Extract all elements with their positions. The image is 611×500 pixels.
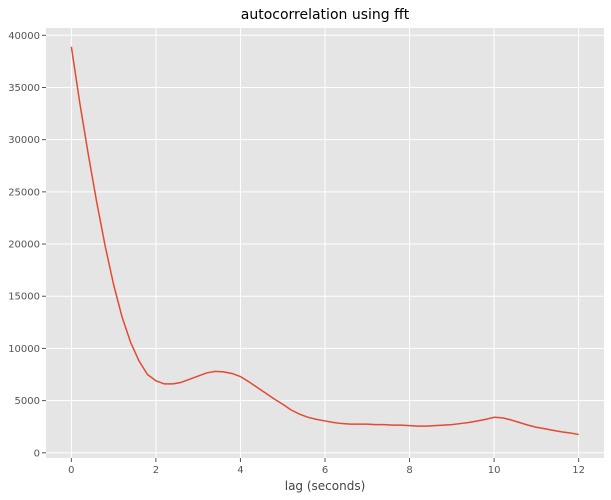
y-tick-label: 0 [34, 448, 40, 459]
x-tick-label: 8 [406, 465, 412, 476]
y-tick-label: 40000 [8, 31, 40, 42]
y-tick-label: 35000 [8, 83, 40, 94]
y-tick-label: 25000 [8, 187, 40, 198]
x-tick-label: 12 [572, 465, 585, 476]
x-axis-label: lag (seconds) [285, 479, 366, 493]
y-axis-ticks: 0 5000 10000 15000 20000 25000 30000 35000 40000 [8, 31, 46, 459]
x-tick-label: 4 [237, 465, 243, 476]
x-axis-ticks: 0 2 4 6 8 10 12 [68, 458, 585, 476]
y-tick-label: 30000 [8, 135, 40, 146]
y-tick-label: 5000 [15, 396, 40, 407]
x-tick-label: 6 [322, 465, 328, 476]
x-tick-label: 10 [488, 465, 501, 476]
series-layer [70, 46, 579, 436]
x-tick-label: 2 [153, 465, 159, 476]
series-line-0 [70, 46, 579, 436]
x-tick-label: 0 [68, 465, 74, 476]
y-tick-label: 10000 [8, 344, 40, 355]
grid-lines [46, 28, 604, 458]
y-tick-label: 15000 [8, 292, 40, 303]
y-tick-label: 20000 [8, 240, 40, 251]
chart-title: autocorrelation using fft [241, 7, 410, 23]
